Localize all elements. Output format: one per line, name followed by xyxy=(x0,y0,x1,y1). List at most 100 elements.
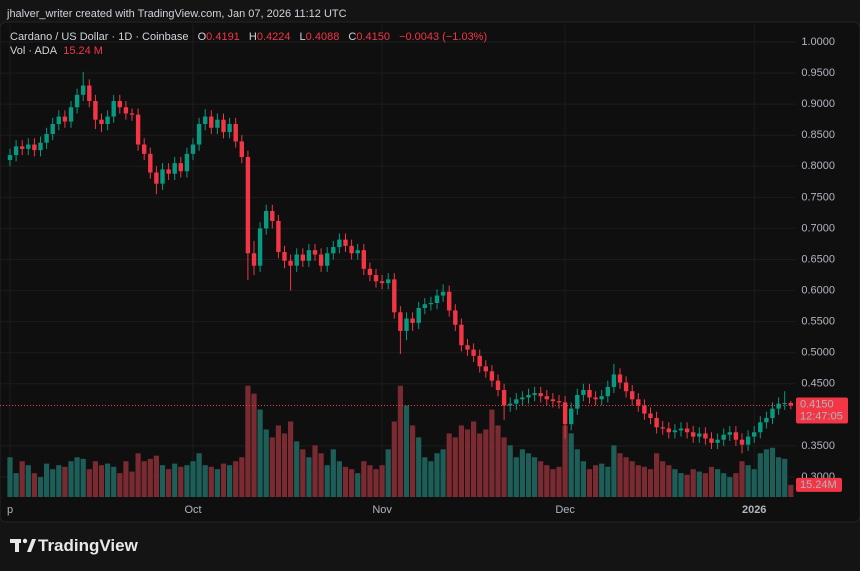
volume-bar xyxy=(190,461,196,497)
volume-bar xyxy=(495,425,501,497)
candle-body xyxy=(233,124,238,142)
x-tick-label: p xyxy=(7,504,13,516)
candle-body xyxy=(593,397,598,400)
candle-body xyxy=(569,408,574,425)
volume-bar xyxy=(86,469,92,497)
volume-bar xyxy=(184,465,190,497)
x-tick-label: Dec xyxy=(555,504,575,516)
candle-body xyxy=(32,144,37,151)
attribution: jhalver_writer created with TradingView.… xyxy=(7,8,347,20)
volume-bar xyxy=(660,461,666,497)
logo-icon xyxy=(10,538,36,552)
volume-bar xyxy=(312,445,318,497)
candle-body xyxy=(434,295,440,303)
volume-bar xyxy=(275,425,281,497)
candle-body xyxy=(440,291,446,296)
volume-bar xyxy=(220,463,227,497)
volume-bar xyxy=(416,437,422,497)
candle-body xyxy=(544,396,549,400)
candle-body xyxy=(666,428,671,433)
candle-body xyxy=(428,302,434,305)
x-tick-label: 2026 xyxy=(742,504,766,516)
volume-bar xyxy=(513,457,519,497)
candle-body xyxy=(556,401,562,403)
volume-bar xyxy=(74,457,80,497)
volume-bar xyxy=(745,465,751,497)
volume-bar xyxy=(556,466,562,497)
candle-body xyxy=(276,220,281,253)
candle-body xyxy=(331,247,336,254)
volume-bar xyxy=(519,449,525,497)
volume-key: Vol · ADA xyxy=(10,45,58,57)
volume-bar xyxy=(684,474,690,497)
volume-bar xyxy=(635,465,641,497)
volume-bar xyxy=(153,455,159,497)
candle-body xyxy=(7,155,13,161)
volume-bar xyxy=(123,461,129,497)
volume-bar xyxy=(458,425,464,497)
volume-bar xyxy=(56,465,62,497)
y-tick-label: 0.3500 xyxy=(801,440,835,452)
candle-body xyxy=(709,438,714,443)
volume-bar xyxy=(44,463,50,497)
legend-key: O xyxy=(197,31,207,43)
volume-bar xyxy=(776,457,782,497)
symbol-title: Cardano / US Dollar · 1D · Coinbase xyxy=(10,31,189,43)
y-tick-label: 0.5000 xyxy=(801,347,835,359)
volume-bar xyxy=(562,425,568,497)
volume-bar xyxy=(37,477,44,497)
candle-body xyxy=(562,402,568,425)
y-tick-label: 0.7000 xyxy=(801,222,835,234)
x-tick-label: Nov xyxy=(372,504,392,516)
y-tick-label: 0.4500 xyxy=(801,378,835,390)
candle-body xyxy=(648,413,653,418)
volume-bar xyxy=(7,457,13,497)
candle-body xyxy=(514,399,519,404)
candle-body xyxy=(355,250,360,254)
candle-body xyxy=(587,389,592,398)
volume-bar xyxy=(574,449,580,497)
candle-body xyxy=(203,116,208,125)
candle-body xyxy=(623,382,629,392)
x-tick-label: Oct xyxy=(184,504,201,516)
candle-body xyxy=(581,389,586,395)
volume-bar xyxy=(355,473,361,497)
volume-bar xyxy=(715,469,721,497)
candle-body xyxy=(349,245,354,254)
volume-bar xyxy=(129,471,135,497)
volume-bar xyxy=(208,466,214,497)
candle-body xyxy=(245,156,251,254)
candle-body xyxy=(56,116,61,125)
volume-bar xyxy=(641,466,647,497)
y-tick-label: 0.6500 xyxy=(801,253,835,265)
candle-body xyxy=(471,349,476,356)
candle-body xyxy=(270,211,275,221)
y-tick-label: 0.7500 xyxy=(801,191,835,203)
candle-body xyxy=(221,119,226,133)
volume-bar xyxy=(50,469,56,497)
volume-bar xyxy=(501,437,507,497)
y-tick-label: 0.9000 xyxy=(801,98,835,110)
candle-body xyxy=(733,432,739,440)
candle-body xyxy=(599,396,604,400)
candle-body xyxy=(611,374,617,387)
candle-body xyxy=(142,144,147,154)
volume-value: 15.24 M xyxy=(63,45,103,57)
candle-body xyxy=(776,403,781,409)
volume-bar xyxy=(111,466,117,497)
candle-body xyxy=(697,433,702,437)
candle-body xyxy=(501,389,507,406)
candle-body xyxy=(300,254,305,261)
candle-body xyxy=(264,211,269,229)
candle-body xyxy=(758,422,763,433)
volume-bar xyxy=(239,457,245,497)
volume-bar xyxy=(385,449,391,497)
y-tick-label: 0.8500 xyxy=(801,129,835,141)
volume-bar xyxy=(349,469,355,497)
candle-body xyxy=(93,101,98,120)
candle-body xyxy=(87,85,92,102)
volume-bar xyxy=(550,469,556,497)
candle-body xyxy=(739,439,745,445)
candle-body xyxy=(477,355,482,367)
volume-bar xyxy=(708,466,715,497)
